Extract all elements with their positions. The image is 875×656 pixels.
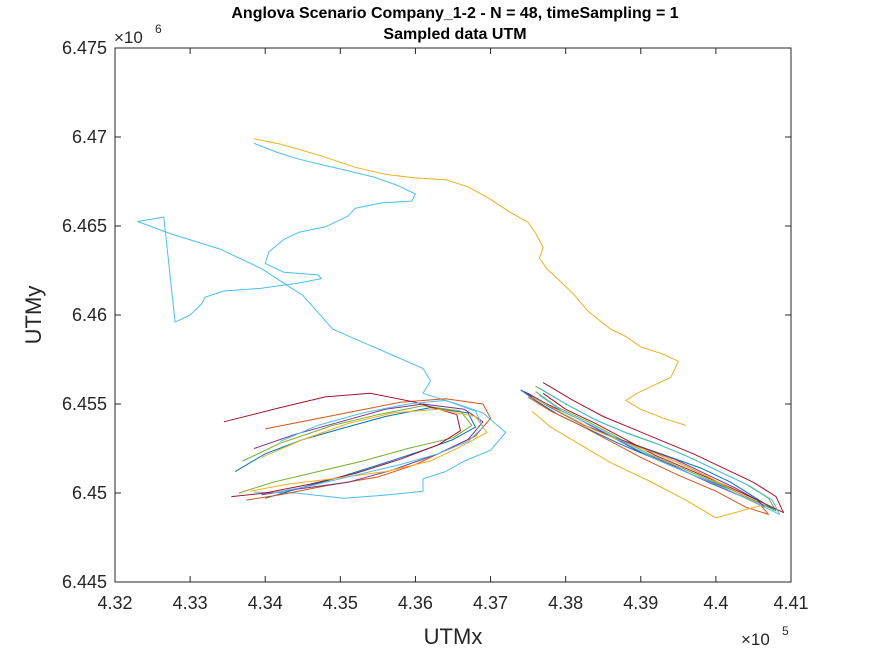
y-tick-label: 6.475 xyxy=(62,38,107,58)
y-axis-label: UTMy xyxy=(21,286,46,345)
series-line-trace-g xyxy=(272,399,484,494)
y-tick-label: 6.47 xyxy=(72,127,107,147)
x-multiplier-exp: 5 xyxy=(782,624,789,638)
x-tick-label: 4.4 xyxy=(703,593,728,613)
series-line-trace-e xyxy=(223,392,461,498)
x-axis: 4.32 4.33 4.34 4.35 4.36 4.37 4.38 4.39 4.4 4.41 xyxy=(97,48,809,613)
x-tick-label: 4.41 xyxy=(773,593,808,613)
series-line-trace-n xyxy=(539,387,781,515)
y-tick-label: 6.465 xyxy=(62,216,107,236)
x-tick-label: 4.39 xyxy=(623,593,658,613)
series-line-trace-c xyxy=(238,405,473,494)
y-axis: 6.445 6.45 6.455 6.46 6.465 6.47 6.475 xyxy=(62,38,791,592)
x-tick-label: 4.32 xyxy=(97,593,132,613)
y-tick-label: 6.445 xyxy=(62,572,107,592)
series-line-route-north-west xyxy=(137,142,507,499)
chart-subtitle: Sampled data UTM xyxy=(383,26,526,43)
y-multiplier-exp: 6 xyxy=(155,22,162,36)
series-line-route-north-east xyxy=(253,138,686,426)
series-line-trace-d xyxy=(253,403,484,496)
series-line-trace-f xyxy=(250,408,488,492)
y-tick-label: 6.45 xyxy=(72,483,107,503)
x-tick-label: 4.33 xyxy=(173,593,208,613)
y-multiplier-base: ×10 xyxy=(114,28,143,47)
y-tick-label: 6.455 xyxy=(62,394,107,414)
y-multiplier: ×10 6 xyxy=(114,22,162,47)
chart-title: Anglova Scenario Company_1-2 - N = 48, t… xyxy=(231,5,678,22)
y-tick-label: 6.46 xyxy=(72,305,107,325)
x-axis-label: UTMx xyxy=(424,624,483,649)
x-tick-label: 4.37 xyxy=(473,593,508,613)
x-multiplier: ×10 5 xyxy=(741,624,789,649)
series-line-trace-m xyxy=(531,396,762,519)
x-tick-label: 4.34 xyxy=(248,593,283,613)
x-tick-label: 4.38 xyxy=(548,593,583,613)
x-tick-label: 4.35 xyxy=(323,593,358,613)
series-layer xyxy=(137,138,784,519)
x-tick-label: 4.36 xyxy=(398,593,433,613)
series-line-trace-l xyxy=(542,382,784,514)
x-multiplier-base: ×10 xyxy=(741,630,770,649)
